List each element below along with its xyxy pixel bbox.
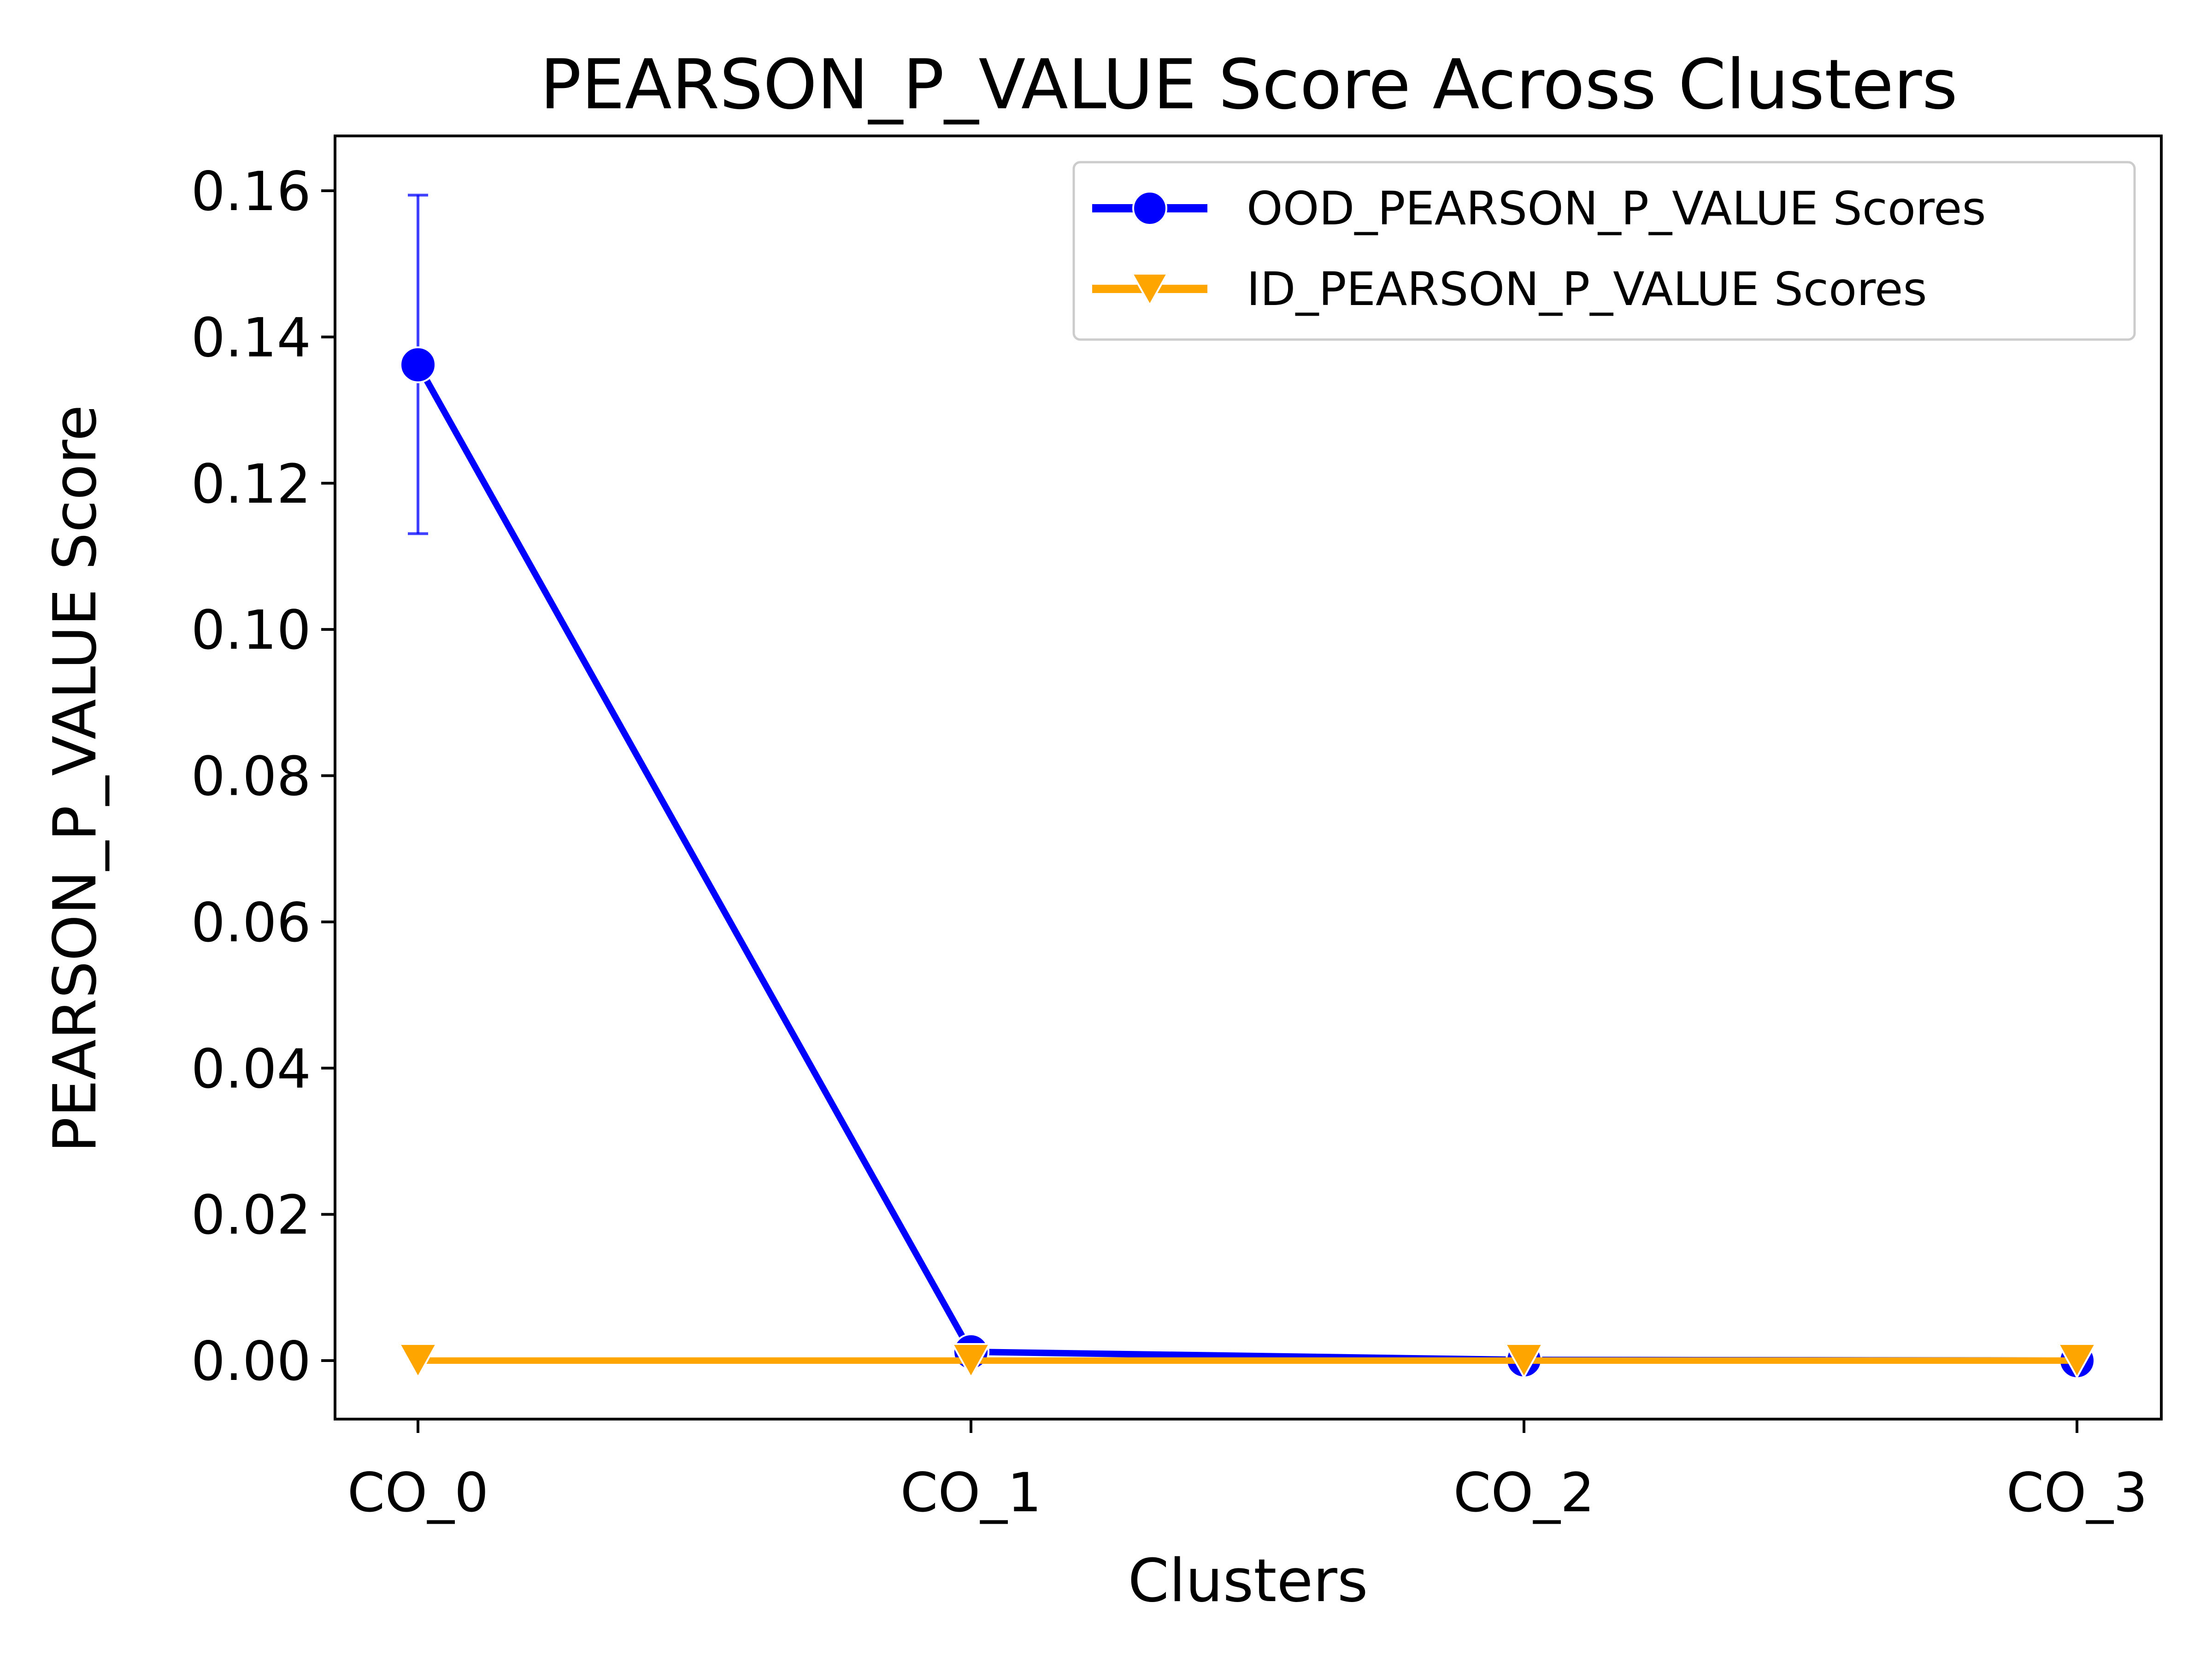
y-axis-label: PEARSON_P_VALUE Score — [41, 405, 110, 1152]
data-point-id — [951, 1343, 991, 1379]
series-line-ood — [415, 361, 2080, 1364]
data-point-ood — [400, 346, 436, 383]
y-axis-ticks: 0.00 0.02 0.04 0.06 0.08 0.10 0.12 0.14 0.16 — [191, 160, 335, 1393]
y-tick-label: 0.08 — [191, 745, 311, 808]
x-axis-label: Clusters — [1128, 1547, 1368, 1615]
y-tick-label: 0.00 — [191, 1330, 311, 1393]
y-tick-label: 0.12 — [191, 452, 311, 516]
y-tick-label: 0.02 — [191, 1184, 311, 1247]
x-axis-ticks: CO_0 CO_1 CO_2 CO_3 — [347, 1419, 2148, 1524]
data-point-id — [398, 1343, 438, 1379]
x-tick-label: CO_0 — [347, 1461, 489, 1524]
legend-marker-ood — [1132, 191, 1167, 226]
chart-title: PEARSON_P_VALUE Score Across Clusters — [540, 45, 1958, 125]
legend-item-ood: OOD_PEARSON_P_VALUE Scores — [1092, 182, 1986, 235]
y-tick-label: 0.06 — [191, 891, 311, 954]
y-tick-label: 0.04 — [191, 1037, 311, 1100]
data-point-id — [1504, 1343, 1544, 1379]
plot-area — [398, 194, 2097, 1379]
data-point-id — [2057, 1343, 2097, 1379]
legend-item-id: ID_PEARSON_P_VALUE Scores — [1092, 262, 1927, 316]
legend: OOD_PEARSON_P_VALUE Scores ID_PEARSON_P_… — [1072, 161, 2136, 341]
y-tick-label: 0.10 — [191, 599, 311, 662]
y-tick-label: 0.16 — [191, 160, 311, 223]
y-tick-label: 0.14 — [191, 306, 311, 369]
legend-box — [1072, 161, 2136, 341]
legend-label-id: ID_PEARSON_P_VALUE Scores — [1247, 262, 1927, 316]
plot-frame — [334, 135, 2163, 1420]
x-tick-label: CO_3 — [2006, 1461, 2148, 1524]
legend-marker-id — [1130, 273, 1169, 307]
x-tick-label: CO_1 — [900, 1461, 1042, 1524]
legend-label-ood: OOD_PEARSON_P_VALUE Scores — [1247, 182, 1986, 235]
x-tick-label: CO_2 — [1453, 1461, 1595, 1524]
